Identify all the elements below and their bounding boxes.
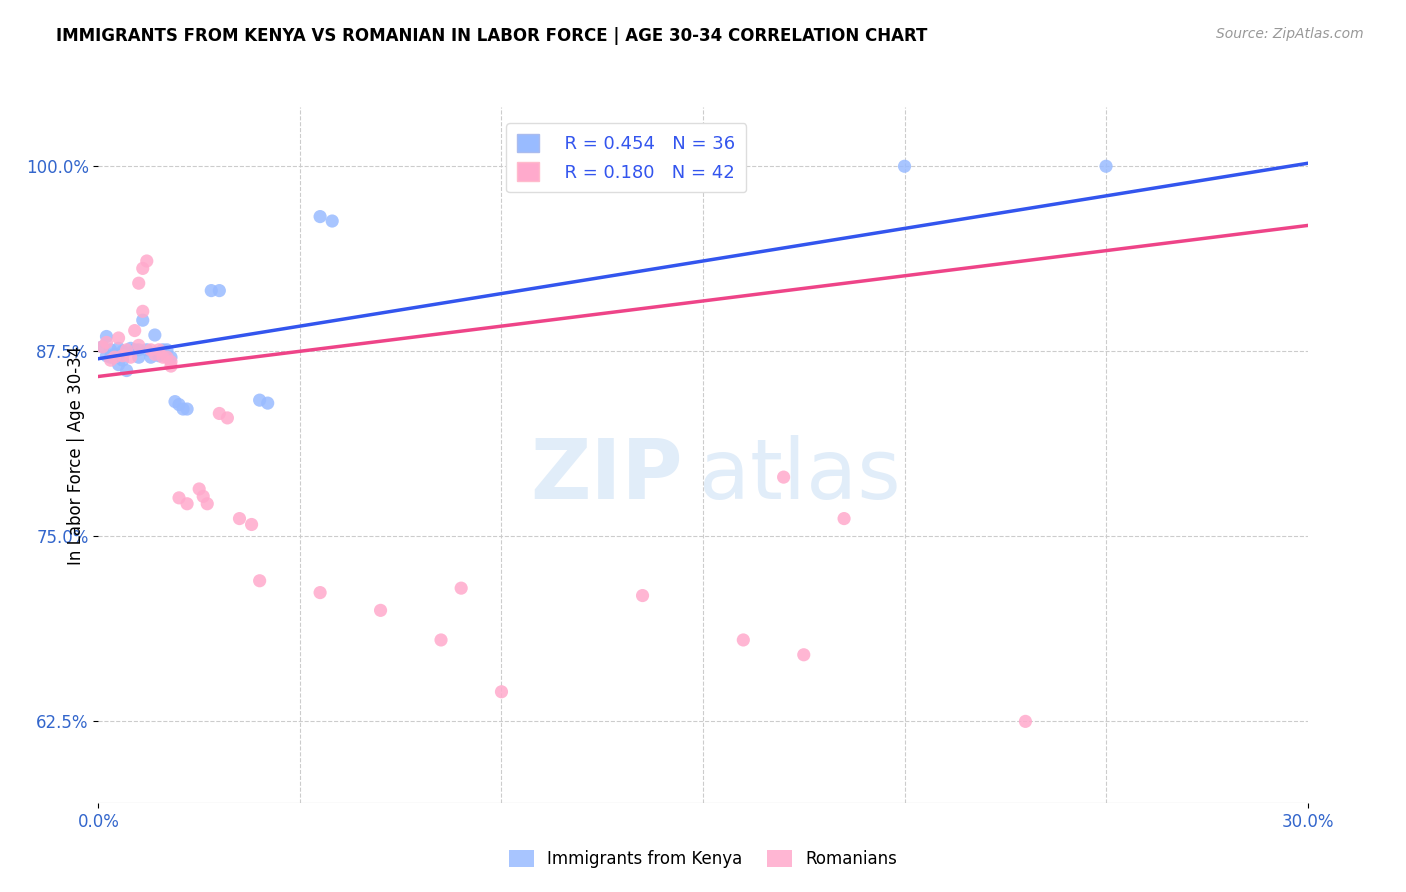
Point — [115, 343, 138, 357]
Point — [208, 284, 231, 298]
Point — [120, 342, 142, 356]
Point — [832, 511, 855, 525]
Point — [370, 603, 392, 617]
Point — [430, 632, 453, 647]
Point — [143, 328, 166, 343]
Point — [132, 313, 155, 327]
Point — [124, 343, 146, 357]
Point — [100, 350, 122, 364]
Point — [793, 648, 815, 662]
Point — [217, 411, 239, 425]
Point — [172, 402, 194, 417]
Point — [100, 353, 122, 368]
Point — [1014, 714, 1036, 729]
Point — [631, 589, 654, 603]
Text: ZIP: ZIP — [530, 435, 682, 516]
Point — [107, 358, 129, 372]
Point — [321, 214, 343, 228]
Point — [128, 350, 150, 364]
Point — [309, 585, 332, 599]
Point — [103, 350, 125, 364]
Point — [132, 304, 155, 318]
Point — [148, 343, 170, 357]
Point — [249, 574, 271, 588]
Point — [163, 394, 186, 409]
Point — [1095, 159, 1118, 173]
Point — [135, 343, 157, 357]
Point — [152, 343, 174, 357]
Point — [96, 335, 118, 350]
Y-axis label: In Labor Force | Age 30-34: In Labor Force | Age 30-34 — [66, 345, 84, 565]
Point — [111, 344, 134, 359]
Point — [115, 363, 138, 377]
Point — [491, 685, 513, 699]
Legend:   R = 0.454   N = 36,   R = 0.180   N = 42: R = 0.454 N = 36, R = 0.180 N = 42 — [506, 123, 747, 193]
Text: Source: ZipAtlas.com: Source: ZipAtlas.com — [1216, 27, 1364, 41]
Point — [111, 349, 134, 363]
Point — [167, 398, 190, 412]
Point — [96, 329, 118, 343]
Point — [200, 284, 222, 298]
Point — [156, 350, 179, 364]
Point — [249, 393, 271, 408]
Point — [139, 350, 162, 364]
Point — [124, 324, 146, 338]
Point — [208, 407, 231, 421]
Point — [128, 343, 150, 357]
Point — [128, 276, 150, 290]
Point — [167, 491, 190, 505]
Point — [256, 396, 278, 410]
Point — [193, 489, 215, 503]
Point — [772, 470, 794, 484]
Point — [139, 343, 162, 357]
Point — [120, 350, 142, 364]
Text: atlas: atlas — [699, 435, 901, 516]
Point — [128, 338, 150, 352]
Point — [152, 350, 174, 364]
Point — [733, 632, 755, 647]
Point — [228, 511, 250, 525]
Point — [96, 349, 118, 363]
Point — [91, 340, 114, 354]
Point — [107, 342, 129, 356]
Point — [240, 517, 263, 532]
Point — [111, 353, 134, 368]
Point — [195, 497, 218, 511]
Point — [893, 159, 915, 173]
Point — [160, 354, 183, 368]
Point — [160, 359, 183, 373]
Point — [135, 254, 157, 268]
Point — [188, 482, 211, 496]
Point — [148, 349, 170, 363]
Point — [107, 331, 129, 345]
Legend: Immigrants from Kenya, Romanians: Immigrants from Kenya, Romanians — [502, 843, 904, 875]
Point — [143, 347, 166, 361]
Point — [132, 261, 155, 276]
Point — [176, 497, 198, 511]
Point — [450, 581, 472, 595]
Point — [91, 340, 114, 354]
Text: IMMIGRANTS FROM KENYA VS ROMANIAN IN LABOR FORCE | AGE 30-34 CORRELATION CHART: IMMIGRANTS FROM KENYA VS ROMANIAN IN LAB… — [56, 27, 928, 45]
Point — [103, 347, 125, 361]
Point — [176, 402, 198, 417]
Point — [160, 350, 183, 364]
Point — [309, 210, 332, 224]
Point — [672, 159, 695, 173]
Point — [100, 343, 122, 357]
Point — [156, 343, 179, 357]
